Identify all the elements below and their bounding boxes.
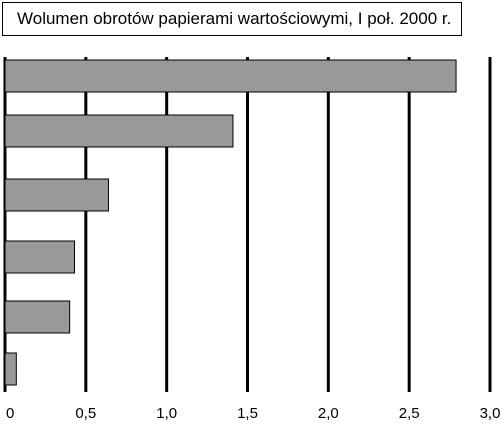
bar xyxy=(4,59,457,93)
bar xyxy=(4,114,234,148)
x-tick-label: 0 xyxy=(6,405,14,422)
x-tick-label: 1,0 xyxy=(156,405,177,422)
chart-title: Wolumen obrotów papierami wartościowymi,… xyxy=(2,2,462,36)
x-tick-label: 1,5 xyxy=(237,405,258,422)
x-tick-label: 2,5 xyxy=(399,405,420,422)
x-tick-label: 0,5 xyxy=(75,405,96,422)
grid-lines xyxy=(3,57,492,392)
bar xyxy=(4,178,109,212)
bar xyxy=(4,240,76,274)
bar xyxy=(4,352,17,386)
x-tick-label: 2,0 xyxy=(318,405,339,422)
x-axis-tick-labels: 0 0,5 1,0 1,5 2,0 2,5 3,0 xyxy=(6,405,500,422)
x-tick-label: 3,0 xyxy=(480,405,501,422)
bars xyxy=(4,59,457,386)
bar xyxy=(4,300,71,334)
